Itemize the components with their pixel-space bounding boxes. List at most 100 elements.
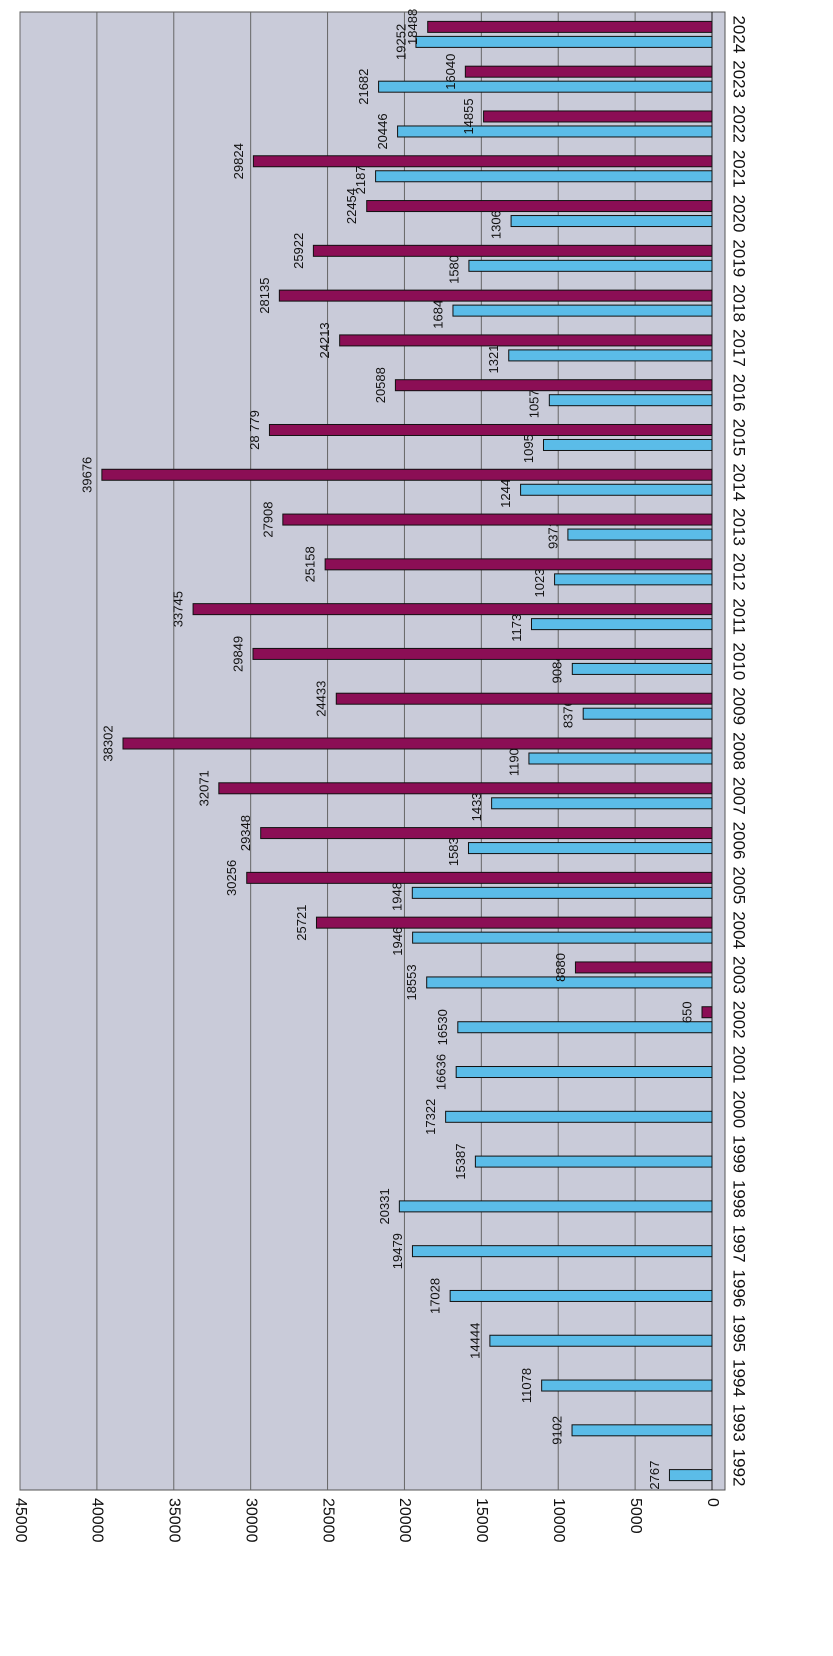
data-label: 29348 (238, 815, 253, 851)
x-tick-label: 2019 (730, 239, 749, 277)
x-tick-label: 2009 (730, 687, 749, 725)
x-tick-label: 2021 (730, 150, 749, 188)
x-tick-label: 2002 (730, 1001, 749, 1039)
data-label: 24213 (317, 322, 332, 358)
data-label: 11738 (509, 607, 524, 642)
bar (510, 215, 713, 228)
x-tick-label: 2015 (730, 419, 749, 457)
bar (464, 65, 713, 78)
y-tick-label: 5000 (627, 1498, 644, 1534)
x-tick-label: 2017 (730, 329, 749, 367)
data-label: 11078 (519, 1368, 534, 1403)
x-tick-label: 2014 (730, 463, 749, 501)
x-tick-label: 2008 (730, 732, 749, 770)
x-tick-label: 2001 (730, 1046, 749, 1084)
x-tick-label: 1999 (730, 1135, 749, 1173)
plot-area (19, 11, 726, 1491)
data-label: 18553 (404, 964, 419, 1000)
data-label: 30256 (224, 860, 239, 896)
x-tick-label: 1992 (730, 1449, 749, 1487)
x-tick-label: 2023 (730, 60, 749, 98)
data-label: 32071 (196, 770, 211, 806)
y-tick-label: 0 (704, 1498, 721, 1507)
data-label: 18488 (405, 9, 420, 45)
data-label: 20588 (373, 367, 388, 403)
y-tick-label: 10000 (550, 1498, 567, 1543)
x-tick-label: 2003 (730, 956, 749, 994)
bar (452, 304, 713, 317)
data-label: 19252 (393, 24, 408, 60)
data-label: 16040 (443, 54, 458, 90)
data-label: 17028 (428, 1278, 443, 1314)
bar (411, 1245, 713, 1258)
data-label: 28135 (257, 278, 272, 314)
y-tick-label: 25000 (319, 1498, 336, 1543)
bar (483, 110, 713, 123)
x-tick-label: 2022 (730, 105, 749, 143)
x-tick-label: 2011 (730, 598, 749, 635)
bar (467, 842, 713, 855)
bar (335, 692, 713, 705)
y-tick-label: 35000 (166, 1498, 183, 1543)
bar (489, 1334, 713, 1347)
bar (278, 289, 713, 302)
data-label: 29849 (230, 636, 245, 672)
bar (474, 1155, 713, 1168)
y-tick-label: 40000 (89, 1498, 106, 1543)
bar (378, 80, 713, 93)
y-tick-label: 20000 (396, 1498, 413, 1543)
bar (468, 259, 713, 272)
bar (192, 603, 713, 616)
x-tick-label: 2000 (730, 1090, 749, 1128)
bar (449, 1289, 713, 1302)
x-tick-label: 2004 (730, 911, 749, 949)
y-tick-label: 30000 (242, 1498, 259, 1543)
x-tick-label: 1994 (730, 1359, 749, 1397)
bar (455, 1066, 713, 1079)
x-tick-label: 2013 (730, 508, 749, 546)
bar (541, 1379, 713, 1392)
data-label: 8376 (561, 699, 576, 728)
bar (324, 558, 713, 571)
data-label: 29824 (231, 143, 246, 179)
bar (457, 1021, 713, 1034)
bar (520, 483, 713, 496)
data-label: 9371 (545, 520, 560, 549)
bar (122, 737, 713, 750)
bar (366, 200, 713, 213)
data-label: 650 (679, 1001, 694, 1023)
y-tick-label: 45000 (12, 1498, 29, 1543)
bar (218, 782, 713, 795)
x-tick-label: 1993 (730, 1404, 749, 1442)
bar (582, 707, 713, 720)
bar (394, 379, 713, 392)
x-tick-label: 2006 (730, 822, 749, 860)
data-label: 25158 (303, 546, 318, 582)
bar (398, 1200, 713, 1213)
data-label: 9084 (550, 654, 565, 683)
data-label: 20331 (377, 1188, 392, 1224)
data-label: 14855 (461, 98, 476, 134)
x-tick-label: 2010 (730, 643, 749, 681)
bar (571, 662, 713, 675)
x-tick-label: 2018 (730, 284, 749, 322)
bar (491, 797, 713, 810)
bar (282, 513, 713, 526)
data-label: 24433 (314, 681, 329, 717)
data-label: 19479 (390, 1233, 405, 1269)
x-tick-label: 2012 (730, 553, 749, 591)
bar (268, 423, 713, 436)
data-label: 9102 (549, 1416, 564, 1445)
data-label: 16530 (435, 1009, 450, 1045)
data-label: 28 779 (247, 410, 262, 450)
bar (415, 35, 713, 48)
data-label: 11905 (506, 741, 521, 776)
bar (315, 916, 713, 929)
bar (427, 20, 713, 33)
x-tick-label: 1995 (730, 1314, 749, 1352)
bar (668, 1469, 713, 1482)
bar (252, 155, 713, 168)
data-label: 8880 (553, 953, 568, 982)
bar (426, 976, 713, 989)
